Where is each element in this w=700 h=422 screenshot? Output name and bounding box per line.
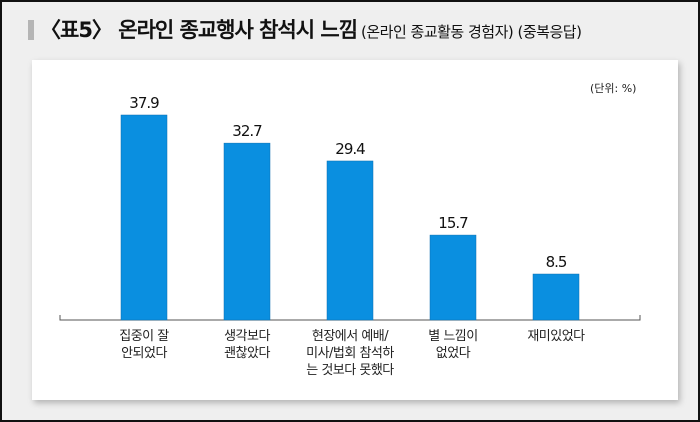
data-label: 15.7 (438, 214, 468, 232)
bar (429, 234, 477, 321)
data-label: 37.9 (129, 94, 159, 112)
title-sub: (온라인 종교활동 경험자) (중복응답) (361, 23, 582, 41)
category-label: 집중이 잘 안되었다 (119, 329, 169, 361)
category-label: 현장에서 예배/ 미사/법회 참석하 는 것보다 못했다 (306, 329, 394, 378)
bar (532, 273, 580, 321)
chart-panel: (단위: %) 37.9 32.7 29.4 15.7 8.5 집중이 잘 안되었다 생각… (32, 60, 678, 400)
data-label: 32.7 (232, 122, 262, 140)
chart-title: 〈표5〉 온라인 종교행사 참석시 느낌 (온라인 종교활동 경험자) (중복응답… (28, 14, 582, 44)
bar-chart: 37.9 32.7 29.4 15.7 8.5 (59, 94, 641, 321)
unit-label: (단위: %) (590, 82, 637, 95)
category-label: 별 느낌이 없었다 (428, 329, 478, 361)
data-label: 8.5 (546, 253, 567, 271)
category-label: 재미있었다 (527, 329, 585, 344)
title-main: 〈표5〉 온라인 종교행사 참석시 느낌 (40, 18, 358, 42)
bar (120, 114, 168, 321)
title-marker (28, 20, 34, 40)
bar (223, 142, 271, 321)
data-label: 29.4 (335, 140, 365, 158)
category-label: 생각보다 괜찮았다 (224, 329, 270, 361)
bar (326, 160, 374, 321)
